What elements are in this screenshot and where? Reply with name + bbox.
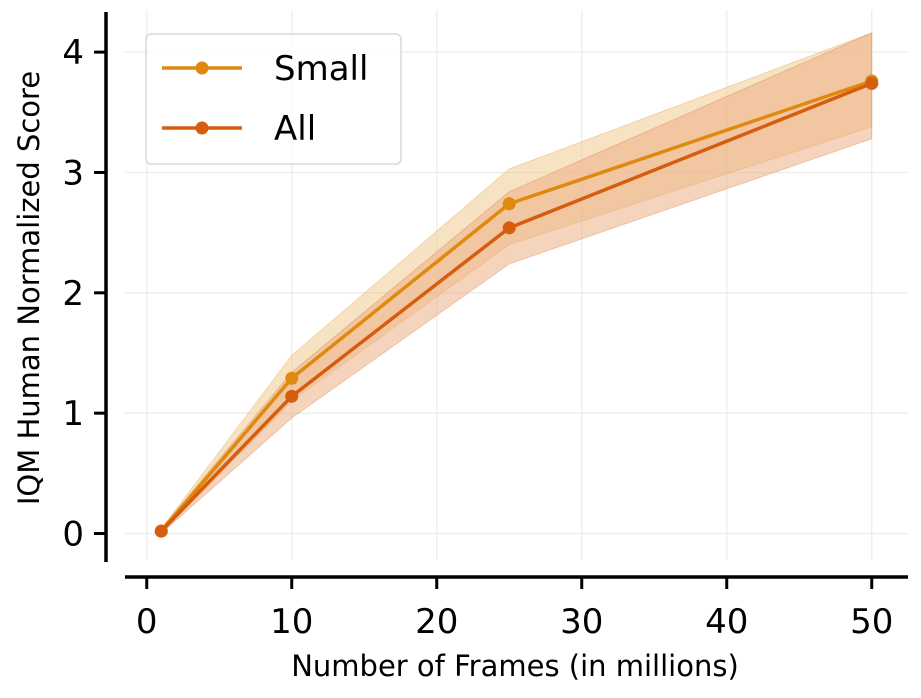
point-all-1 [154,524,168,538]
band-all [160,32,873,535]
point-all-50 [865,76,879,90]
point-all-25 [502,221,516,235]
x-tick-label-20: 20 [415,602,458,642]
legend-marker-all [195,121,209,135]
legend-label-small: Small [274,49,368,89]
y-tick-label-4: 4 [62,33,84,73]
axes [104,12,908,579]
x-tick-label-40: 40 [705,602,748,642]
legend: Small All [145,33,402,165]
y-tick-label-3: 3 [62,153,84,193]
data-points [154,74,879,538]
x-axis-title: Number of Frames (in millions) [291,649,739,683]
y-axis-title: IQM Human Normalized Score [12,71,46,505]
legend-marker-small [195,61,209,75]
confidence-bands [160,32,873,535]
series-line-all [159,81,873,533]
point-all-10 [285,389,299,403]
y-axis-ticks: 0 1 2 3 4 [62,33,106,555]
x-tick-label-0: 0 [136,602,158,642]
x-tick-label-30: 30 [560,602,603,642]
y-tick-label-1: 1 [62,394,84,434]
point-small-10 [285,371,299,385]
series-line-small [159,79,873,533]
y-tick-label-2: 2 [62,274,84,314]
point-small-25 [502,197,516,211]
x-tick-label-10: 10 [270,602,313,642]
x-tick-label-50: 50 [850,602,893,642]
x-axis-ticks: 0 10 20 30 40 50 [136,577,893,642]
series-lines [159,79,873,533]
legend-label-all: All [274,109,316,149]
y-tick-label-0: 0 [62,515,84,555]
